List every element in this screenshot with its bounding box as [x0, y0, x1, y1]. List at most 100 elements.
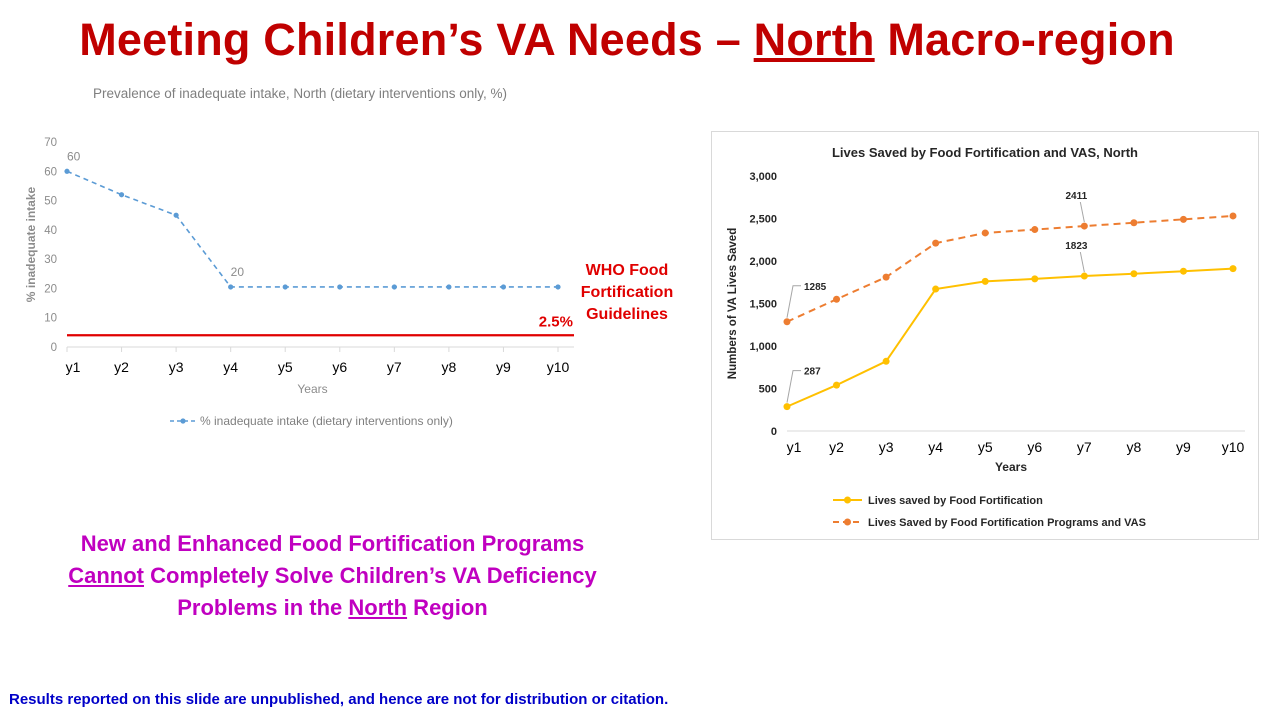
x-tick-label: y10	[547, 359, 570, 375]
data-label: 2411	[1065, 191, 1087, 202]
data-point	[882, 357, 890, 365]
x-tick-label: y7	[1077, 439, 1092, 455]
data-point	[981, 229, 989, 237]
title-part2: Macro-region	[874, 14, 1175, 65]
y-tick-label: 30	[44, 254, 57, 266]
series-line-food-fortification	[786, 267, 1234, 408]
chart-title: Lives Saved by Food Fortification and VA…	[832, 145, 1138, 160]
x-tick-label: y2	[829, 439, 844, 455]
data-point	[1229, 265, 1237, 273]
data-point	[446, 284, 452, 290]
title-part1: Meeting Children’s VA Needs –	[79, 14, 754, 65]
data-label-leader	[1079, 201, 1085, 223]
y-tick-label: 0	[51, 342, 57, 354]
x-axis-title: Years	[297, 382, 327, 396]
series-line-fortification-and-vas	[786, 214, 1234, 323]
y-axis-title: % inadequate intake	[24, 186, 38, 302]
left-chart-title: Prevalence of inadequate intake, North (…	[93, 86, 507, 101]
y-tick-label: 40	[44, 225, 57, 237]
conclusion-part2: Completely Solve Children’s VA Deficienc…	[144, 563, 597, 620]
x-tick-label: y9	[1176, 439, 1191, 455]
data-label: 60	[67, 149, 81, 163]
conclusion-north: North	[348, 595, 408, 620]
legend-swatch-marker	[844, 496, 851, 504]
data-point	[1031, 275, 1039, 283]
who-note-line1: WHO Food	[585, 262, 669, 279]
data-label: 1285	[804, 282, 827, 293]
y-tick-label: 50	[44, 196, 57, 208]
data-point	[1130, 270, 1138, 278]
slide-title: Meeting Children’s VA Needs – North Macr…	[0, 14, 1254, 66]
y-tick-label: 3,000	[749, 171, 777, 183]
legend-swatch-marker	[180, 418, 186, 424]
title-underlined-region: North	[753, 14, 875, 65]
lives-saved-chart-panel: Lives Saved by Food Fortification and VA…	[711, 131, 1259, 540]
y-tick-label: 500	[759, 384, 777, 396]
data-point	[1080, 222, 1088, 230]
conclusion-part1: New and Enhanced Food Fortification Prog…	[80, 531, 585, 556]
data-label-leader	[786, 285, 801, 318]
x-tick-label: y3	[169, 359, 184, 375]
data-label: 287	[804, 367, 821, 378]
data-point	[555, 284, 561, 290]
data-point	[1080, 272, 1088, 280]
y-tick-label: 1,000	[749, 341, 777, 353]
conclusion-cannot: Cannot	[68, 563, 144, 588]
legend-label: Lives saved by Food Fortification	[868, 495, 1043, 507]
data-point	[282, 284, 288, 290]
who-note-line2: Fortification	[580, 284, 674, 301]
who-note-line3: Guidelines	[586, 306, 668, 323]
data-point	[118, 192, 125, 198]
data-point	[1031, 226, 1039, 234]
x-tick-label: y9	[496, 359, 511, 375]
x-tick-label: y2	[114, 359, 129, 375]
x-tick-label: y4	[928, 439, 943, 455]
x-tick-label: y7	[387, 359, 402, 375]
data-point	[1179, 215, 1187, 223]
conclusion-part3: Region	[407, 595, 488, 620]
x-tick-label: y8	[1126, 439, 1141, 455]
x-tick-label: y8	[441, 359, 456, 375]
legend-label: Lives Saved by Food Fortification Progra…	[868, 517, 1146, 529]
data-label-leader	[1079, 251, 1085, 273]
data-label-leader	[786, 370, 801, 403]
series-line-inadequate-intake	[66, 170, 558, 288]
y-tick-label: 1,500	[749, 299, 777, 311]
data-point	[228, 284, 234, 290]
who-guidelines-note: WHO Food Fortification Guidelines	[571, 260, 683, 326]
y-tick-label: 2,000	[749, 256, 777, 268]
legend-label: % inadequate intake (dietary interventio…	[200, 414, 453, 428]
x-tick-label: y5	[278, 359, 293, 375]
data-point	[173, 212, 179, 218]
data-point	[932, 239, 940, 247]
x-tick-label: y1	[66, 359, 81, 375]
data-point	[1130, 219, 1138, 227]
x-tick-label: y1	[787, 439, 802, 455]
data-point	[833, 381, 841, 389]
y-tick-label: 60	[44, 166, 57, 178]
data-point	[783, 403, 791, 411]
data-label: 20	[231, 265, 245, 279]
lives-saved-line-chart: Lives Saved by Food Fortification and VA…	[727, 145, 1245, 529]
data-point	[1229, 212, 1237, 220]
x-tick-label: y5	[978, 439, 993, 455]
x-tick-label: y4	[223, 359, 238, 375]
y-tick-label: 2,500	[749, 214, 777, 226]
data-point	[783, 318, 791, 326]
y-tick-label: 0	[771, 426, 777, 438]
x-tick-label: y3	[879, 439, 894, 455]
data-point	[1179, 267, 1187, 275]
reference-line-label: 2.5%	[539, 313, 573, 330]
x-tick-label: y6	[1027, 439, 1042, 455]
disclaimer-text: Results reported on this slide are unpub…	[9, 691, 669, 708]
x-tick-label: y6	[332, 359, 347, 375]
data-point	[981, 277, 989, 285]
x-tick-label: y10	[1222, 439, 1245, 455]
conclusion-text: New and Enhanced Food Fortification Prog…	[60, 528, 605, 624]
data-point	[391, 284, 397, 290]
y-axis-title: Numbers of VA Lives Saved	[727, 228, 739, 379]
y-tick-label: 70	[44, 137, 57, 149]
data-point	[337, 284, 343, 290]
data-point	[833, 295, 841, 303]
data-label: 1823	[1065, 241, 1088, 252]
